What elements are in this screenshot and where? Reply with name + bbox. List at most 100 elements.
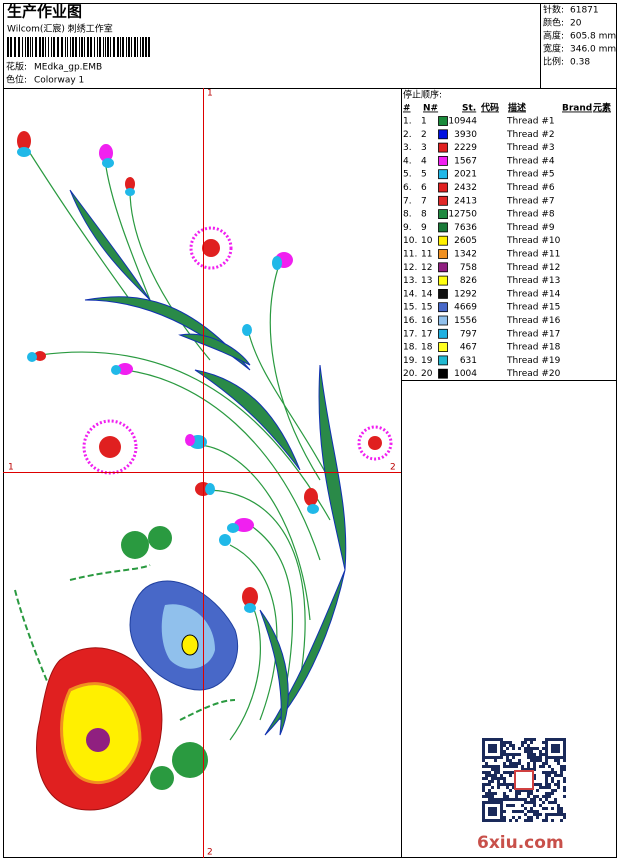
qr-cell: [500, 816, 503, 819]
stitch-count: 1556: [454, 316, 477, 326]
qr-cell: [509, 774, 512, 777]
qr-cell: [485, 801, 488, 804]
qr-cell: [557, 747, 560, 750]
row-index: 20.: [403, 369, 417, 379]
color-swatch: [438, 142, 448, 153]
stitch-count: 1342: [454, 250, 477, 260]
qr-cell: [533, 795, 536, 798]
qr-cell: [533, 813, 536, 816]
qr-cell: [545, 756, 548, 759]
qr-cell: [494, 765, 497, 768]
qr-cell: [509, 798, 512, 801]
bar-stripe: [99, 37, 101, 57]
thread-desc: Thread #16: [506, 316, 561, 326]
qr-cell: [503, 783, 506, 786]
qr-cell: [488, 795, 491, 798]
qr-cell: [515, 762, 518, 765]
qr-cell: [545, 747, 548, 750]
qr-cell: [554, 798, 557, 801]
bar-stripe: [107, 37, 109, 57]
row-number: 16: [421, 316, 433, 326]
row-index: 4.: [403, 156, 412, 166]
thread-desc: Thread #4: [506, 156, 555, 166]
row-index: 10.: [403, 236, 417, 246]
info-label: 宽度:: [543, 43, 564, 55]
row-number: 10: [421, 236, 433, 246]
qr-cell: [494, 747, 497, 750]
qr-cell: [509, 819, 512, 822]
info-value: 346.0 mm: [570, 45, 616, 55]
qr-cell: [551, 777, 554, 780]
thread-desc: Thread #8: [506, 210, 555, 220]
qr-cell: [497, 780, 500, 783]
row-number: 19: [421, 356, 433, 366]
qr-cell: [512, 753, 515, 756]
qr-cell: [527, 738, 530, 741]
qr-cell: [527, 819, 530, 822]
qr-cell: [500, 747, 503, 750]
qr-cell: [557, 804, 560, 807]
qr-cell: [539, 798, 542, 801]
info-label: 比例:: [543, 56, 564, 68]
qr-cell: [542, 807, 545, 810]
qr-cell: [491, 768, 494, 771]
thread-desc: Thread #10: [506, 236, 561, 246]
qr-cell: [491, 807, 494, 810]
qr-cell: [539, 813, 542, 816]
qr-cell: [494, 810, 497, 813]
row-number: 9: [421, 223, 427, 233]
row-number: 2: [421, 130, 427, 140]
qr-cell: [548, 783, 551, 786]
thread-desc: Thread #15: [506, 303, 560, 313]
qr-cell: [506, 804, 509, 807]
bar-stripe: [7, 37, 9, 57]
qr-cell: [521, 804, 524, 807]
qr-cell: [500, 756, 503, 759]
bar-stripe: [65, 37, 66, 57]
qr-cell: [524, 798, 527, 801]
thread-desc: Thread #3: [506, 143, 555, 153]
qr-cell: [545, 771, 548, 774]
qr-cell: [530, 753, 533, 756]
qr-cell: [563, 795, 566, 798]
stitch-count: 3930: [454, 130, 477, 140]
qr-cell: [560, 771, 563, 774]
qr-cell: [527, 810, 530, 813]
qr-cell: [548, 756, 551, 759]
qr-cell: [509, 759, 512, 762]
qr-cell: [551, 813, 554, 816]
qr-cell: [491, 792, 494, 795]
qr-cell: [521, 765, 524, 768]
bar-stripe: [120, 37, 121, 57]
qr-cell: [518, 816, 521, 819]
qr-cell: [551, 747, 554, 750]
qr-cell: [536, 747, 539, 750]
qr-cell: [485, 756, 488, 759]
qr-cell: [563, 741, 566, 744]
stitch-count: 10944: [448, 117, 477, 127]
qr-cell: [545, 792, 548, 795]
qr-cell: [488, 774, 491, 777]
qr-cell: [509, 789, 512, 792]
qr-cell: [554, 813, 557, 816]
row-index: 15.: [403, 303, 417, 313]
bar-stripe: [128, 37, 130, 57]
qr-cell: [518, 798, 521, 801]
qr-cell: [542, 819, 545, 822]
color-swatch: [438, 355, 448, 366]
row-number: 1: [421, 117, 427, 127]
qr-cell: [557, 750, 560, 753]
color-swatch: [438, 288, 448, 299]
thread-desc: Thread #17: [506, 329, 560, 339]
qr-cell: [497, 738, 500, 741]
qr-cell: [512, 747, 515, 750]
qr-cell: [485, 819, 488, 822]
qr-cell: [512, 804, 515, 807]
qr-cell: [548, 738, 551, 741]
qr-cell: [563, 768, 566, 771]
qr-cell: [506, 759, 509, 762]
bar-stripe: [35, 37, 37, 57]
qr-cell: [560, 738, 563, 741]
row-index: 17.: [403, 329, 417, 339]
qr-cell: [563, 750, 566, 753]
